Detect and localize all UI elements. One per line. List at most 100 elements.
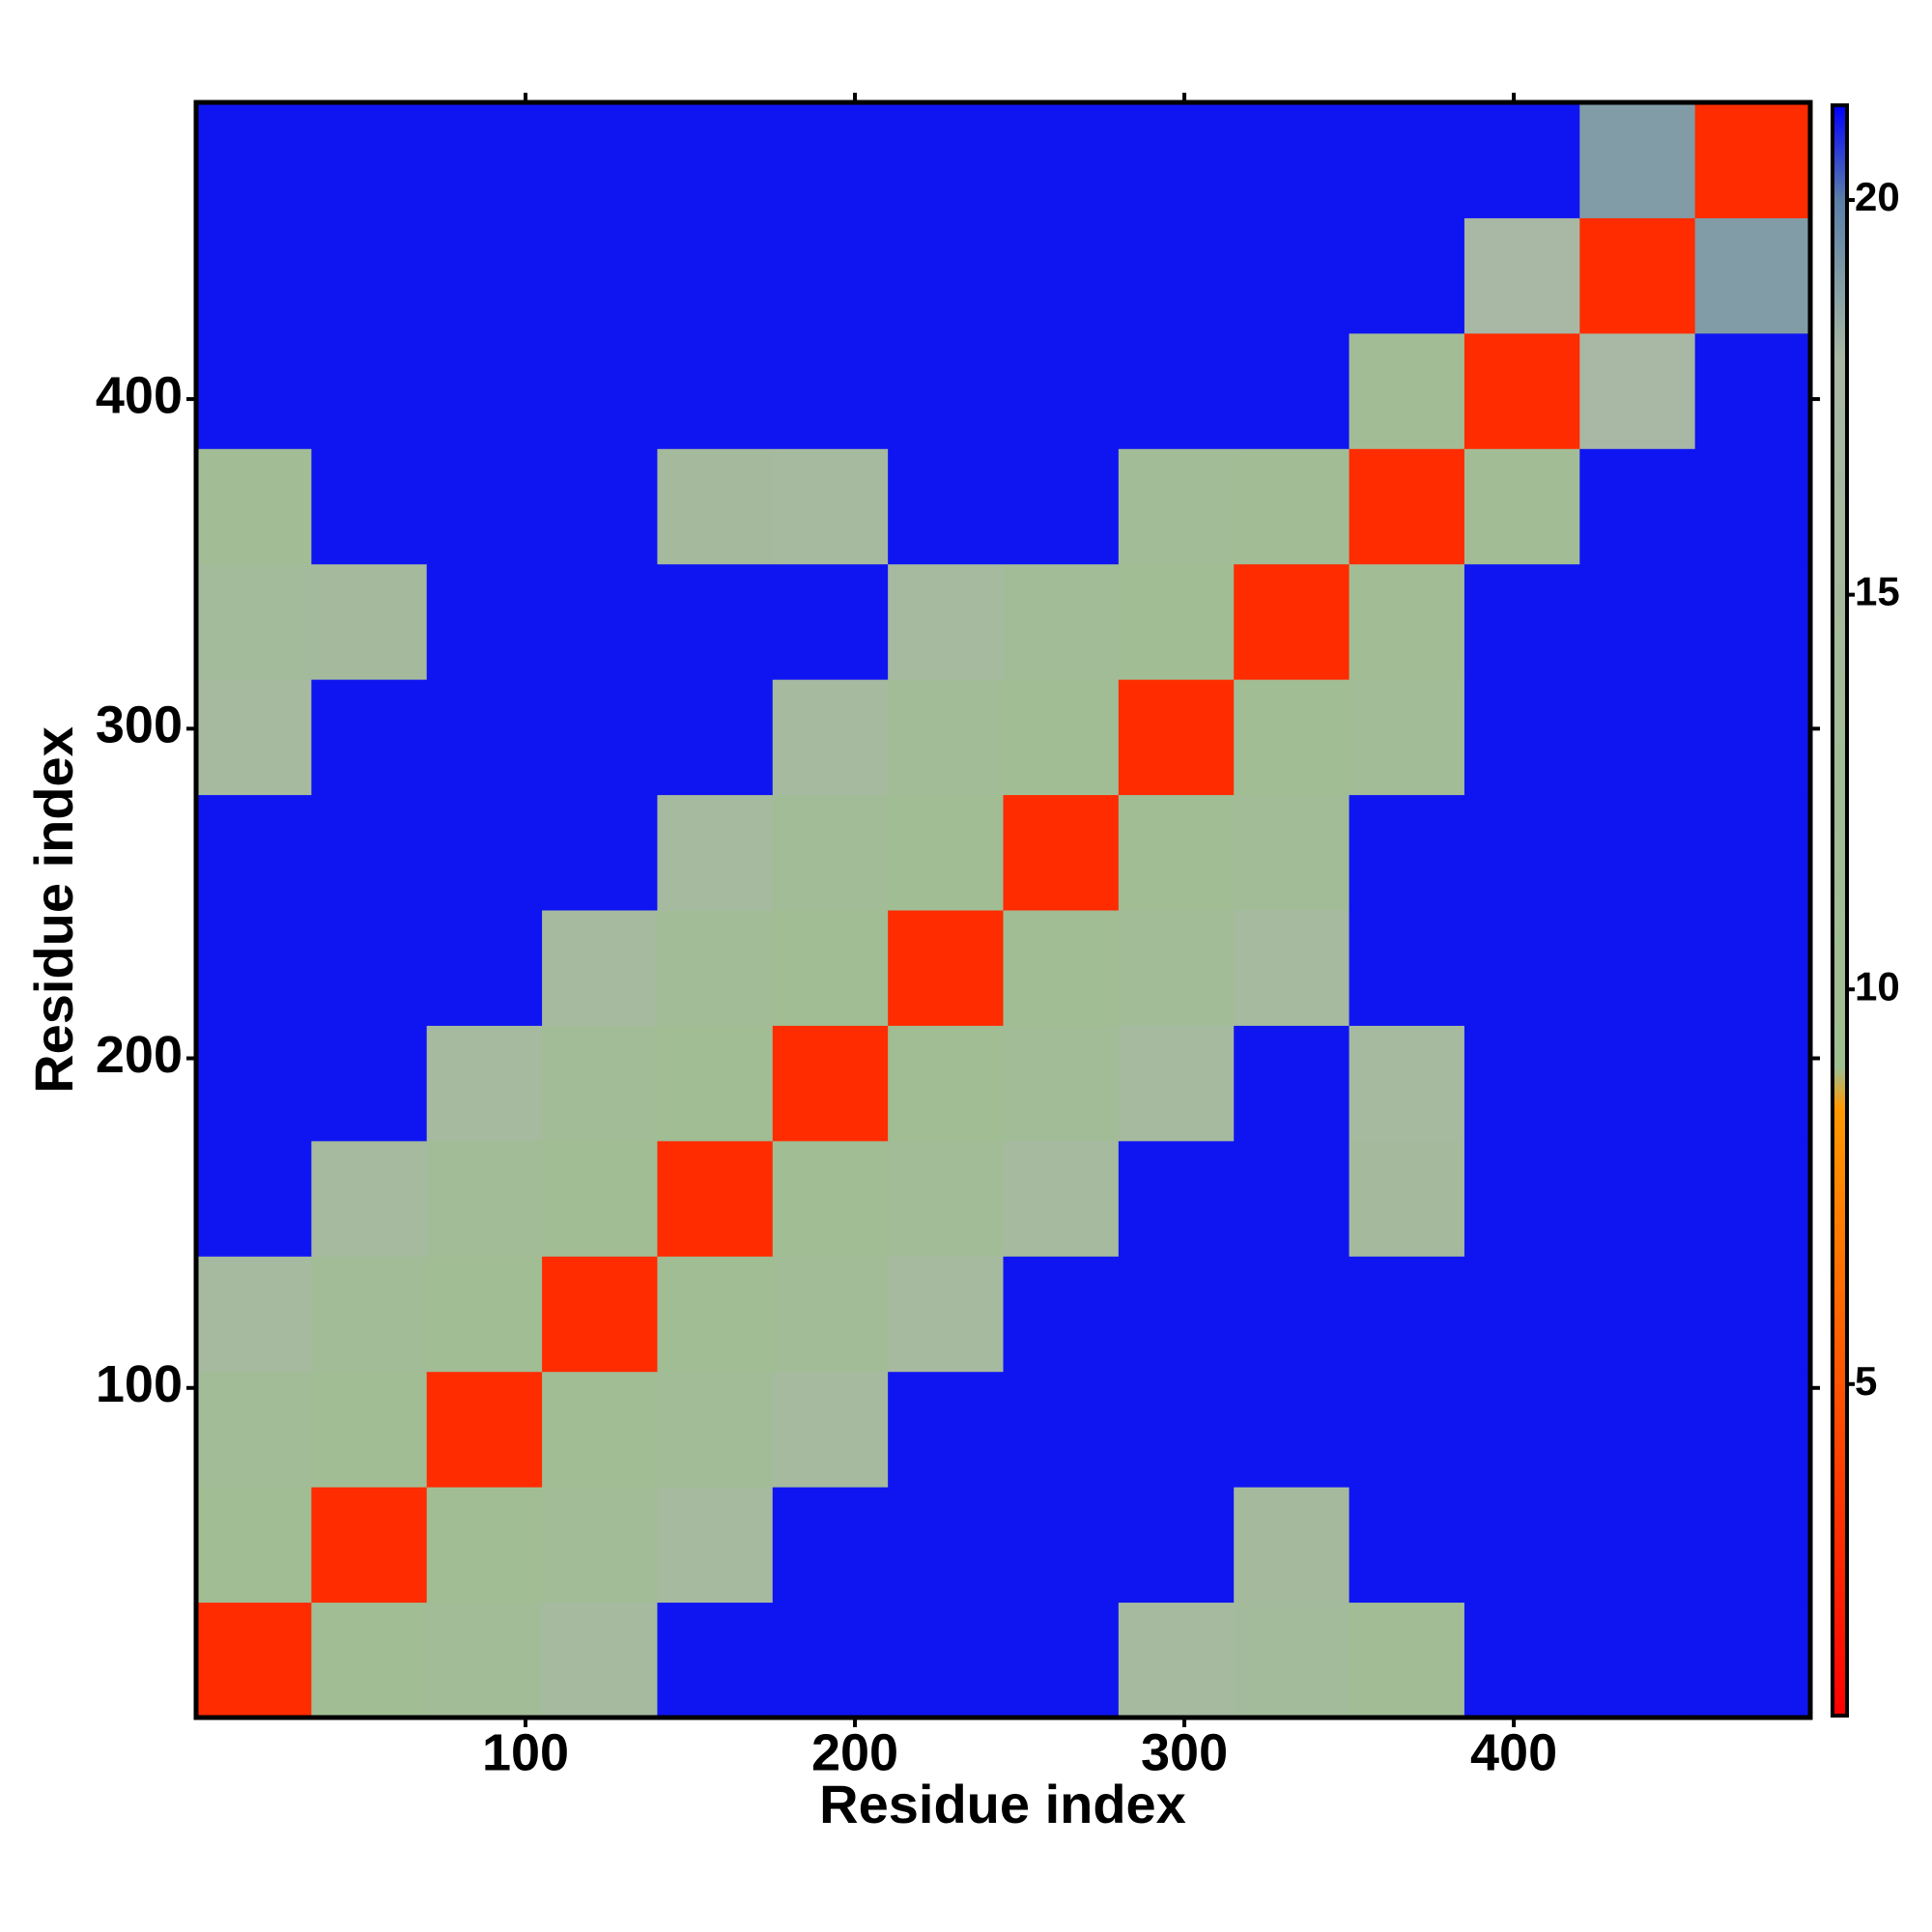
heatmap-cell (888, 102, 1004, 218)
heatmap-cell (426, 1602, 543, 1719)
colorbar-tick-label: 20 (1855, 174, 1900, 219)
heatmap-cell (657, 1256, 774, 1373)
heatmap-cell (1349, 1256, 1465, 1373)
heatmap-cell (1234, 679, 1350, 796)
y-tick-label: 300 (96, 696, 183, 754)
heatmap-cell (1579, 102, 1696, 218)
heatmap-cell (1463, 1140, 1580, 1257)
heatmap-cell (1118, 563, 1235, 680)
heatmap-cell (1579, 448, 1696, 565)
heatmap-cell (888, 1256, 1004, 1373)
heatmap-cell (426, 102, 543, 218)
heatmap-cell (426, 794, 543, 911)
heatmap-cell (1694, 1487, 1811, 1604)
x-tick-label: 300 (1141, 1723, 1228, 1781)
heatmap-cell (1349, 563, 1465, 680)
heatmap-cell (1003, 910, 1120, 1026)
heatmap-cell (657, 1602, 774, 1719)
heatmap-cell (772, 1256, 889, 1373)
heatmap-cell (542, 217, 658, 334)
heatmap-cell (311, 679, 428, 796)
heatmap-cell (1118, 448, 1235, 565)
heatmap-cell (1234, 1602, 1350, 1719)
heatmap-cell (542, 1025, 658, 1142)
heatmap-cell (1463, 563, 1580, 680)
heatmap-cell (1118, 1487, 1235, 1604)
heatmap-cell (542, 1256, 658, 1373)
heatmap-cell (426, 332, 543, 449)
heatmap-cell (1579, 563, 1696, 680)
heatmap-cell (888, 794, 1004, 911)
heatmap-cell (542, 563, 658, 680)
heatmap-cell (1463, 217, 1580, 334)
heatmap-cell (311, 1371, 428, 1488)
y-tick-label: 200 (96, 1026, 183, 1084)
heatmap-cell (542, 102, 658, 218)
heatmap-cell (1349, 1140, 1465, 1257)
colorbar-tick-label: 15 (1855, 569, 1900, 614)
heatmap-cell (1463, 1256, 1580, 1373)
heatmap-cell (1118, 679, 1235, 796)
heatmap-cell (1579, 1602, 1696, 1719)
heatmap-cell (1694, 1256, 1811, 1373)
heatmap-cell (196, 679, 312, 796)
heatmap-cell (1349, 794, 1465, 911)
heatmap-cell (1694, 448, 1811, 565)
heatmap-cell (1579, 679, 1696, 796)
heatmap-cell (1463, 1602, 1580, 1719)
heatmap-cell (1003, 1256, 1120, 1373)
heatmap-cell (311, 910, 428, 1026)
heatmap-cell (772, 1025, 889, 1142)
heatmap-cell (311, 1256, 428, 1373)
x-tick-label: 100 (482, 1723, 569, 1781)
heatmap-cell (1349, 1371, 1465, 1488)
heatmap-cell (311, 1140, 428, 1257)
heatmap-cell (1234, 217, 1350, 334)
heatmap-cell (542, 1602, 658, 1719)
heatmap-cell (311, 1025, 428, 1142)
heatmap-cell (1118, 217, 1235, 334)
y-tick-label: 400 (96, 366, 183, 424)
heatmap-cell (542, 679, 658, 796)
heatmap-cell (196, 448, 312, 565)
heatmap-cell (542, 1140, 658, 1257)
heatmap-cell (657, 448, 774, 565)
heatmap-cell (1463, 794, 1580, 911)
heatmap-cell (1463, 1371, 1580, 1488)
heatmap-cell (196, 563, 312, 680)
heatmap-cell (1349, 679, 1465, 796)
heatmap-cell (196, 332, 312, 449)
heatmap-cell (888, 1602, 1004, 1719)
heatmap-cell (542, 1371, 658, 1488)
heatmap-cell (657, 332, 774, 449)
x-tick-label: 400 (1470, 1723, 1557, 1781)
colorbar-tick-label: 10 (1855, 963, 1900, 1009)
heatmap-cell (1349, 1602, 1465, 1719)
heatmap-cell (1579, 1256, 1696, 1373)
heatmap-cell (542, 1487, 658, 1604)
heatmap-cell (311, 102, 428, 218)
heatmap-cell (426, 679, 543, 796)
heatmap-cell (196, 1487, 312, 1604)
heatmap-cell (772, 563, 889, 680)
heatmap-cell (426, 563, 543, 680)
heatmap-cell (772, 332, 889, 449)
heatmap-cell (542, 448, 658, 565)
heatmap-cell (888, 332, 1004, 449)
heatmap-cell (1694, 910, 1811, 1026)
heatmap-cell (1694, 1025, 1811, 1142)
heatmap-cell (311, 563, 428, 680)
heatmap-cell (1463, 1487, 1580, 1604)
heatmap-cell (1694, 217, 1811, 334)
heatmap-cell (1349, 910, 1465, 1026)
heatmap-cell (1003, 1602, 1120, 1719)
heatmap-cell (426, 1487, 543, 1604)
heatmap-cell (657, 563, 774, 680)
heatmap-cell (542, 332, 658, 449)
colorbar-tick-label: 5 (1855, 1358, 1877, 1404)
heatmap-cell (888, 1371, 1004, 1488)
heatmap-cell (1234, 1140, 1350, 1257)
heatmap-cell (196, 1371, 312, 1488)
heatmap-cell (1118, 1140, 1235, 1257)
